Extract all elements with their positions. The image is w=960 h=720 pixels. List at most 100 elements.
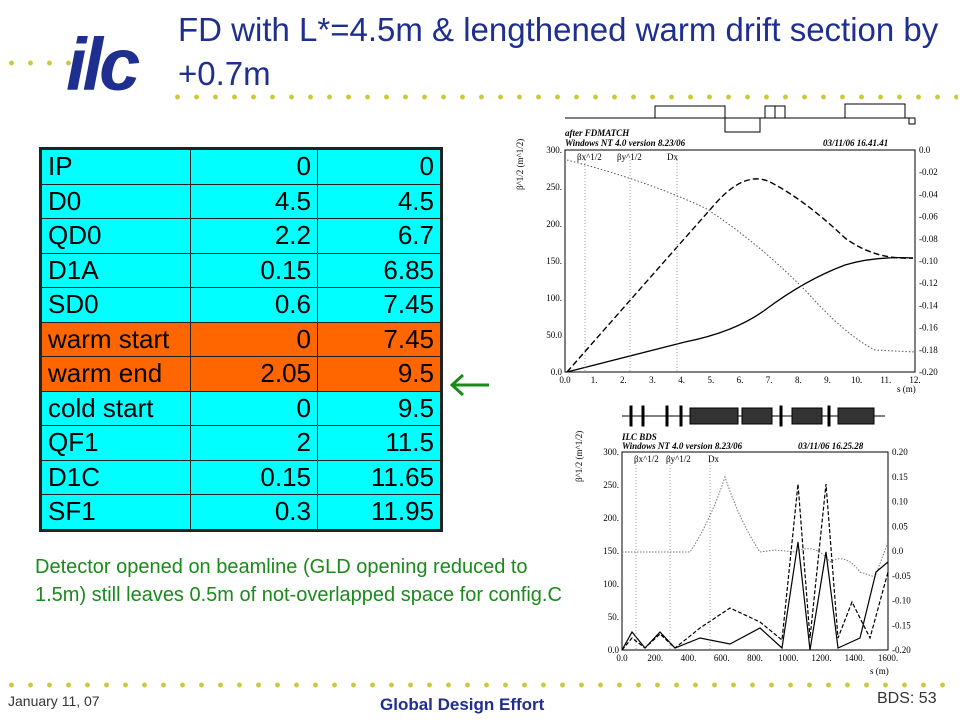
- plot_top-y2-tick: -0.08: [919, 234, 938, 244]
- length-cell: 0.15: [190, 252, 318, 288]
- top-plot-header-left: after FDMATCH: [565, 128, 630, 138]
- plot_top-y2-tick: -0.12: [919, 278, 938, 288]
- table-row: QF1 2 11.5: [40, 425, 442, 461]
- element-name-cell: QD0: [40, 218, 191, 254]
- element-name-cell: warm start: [40, 321, 191, 357]
- position-cell: 11.95: [317, 494, 442, 531]
- length-cell: 2: [190, 425, 318, 461]
- plot_top-y2-tick: -0.10: [919, 256, 938, 266]
- plot_bottom-y-tick: 150.: [603, 546, 619, 556]
- header-dots: [168, 94, 958, 100]
- plot_top-y2-tick: -0.04: [919, 189, 938, 199]
- plot_bottom-y2-tick: -0.05: [892, 571, 911, 581]
- plot_bottom-x-tick: 600.: [714, 653, 730, 663]
- length-cell: 0: [190, 321, 318, 357]
- plot_top-y2-tick: -0.14: [919, 300, 938, 310]
- footer-dots: [2, 682, 958, 688]
- top-plot-ylabel: β^1/2 (m^1/2): [515, 139, 525, 190]
- plot_bottom-y2-tick: 0.20: [892, 447, 908, 457]
- plot_bottom-y-tick: 250.: [603, 480, 619, 490]
- plot_bottom-x-tick: 800.: [747, 653, 763, 663]
- plot_top-x-tick: 11.: [880, 375, 891, 385]
- plot_top-y2-tick: -0.02: [919, 167, 938, 177]
- plot_top-y-tick: 300.: [546, 145, 562, 155]
- element-name-cell: QF1: [40, 425, 191, 461]
- plot_bottom-x-tick: 1600.: [878, 653, 898, 663]
- position-cell: 9.5: [317, 390, 442, 426]
- bottom-plot-header-right: 03/11/06 16.25.28: [798, 441, 864, 451]
- footer-organization: Global Design Effort: [380, 695, 545, 714]
- plot_bottom-y2-tick: -0.15: [892, 620, 911, 630]
- length-cell: 0.3: [190, 494, 318, 531]
- position-cell: 0: [317, 148, 442, 185]
- length-cell: 0.6: [190, 287, 318, 323]
- plot_bottom-x-tick: 200.: [647, 653, 663, 663]
- bottom-optics-plot: ILC BDS Windows NT 4.0 version 8.23/06 0…: [574, 405, 911, 676]
- bottom-legend-0: βx^1/2: [634, 454, 659, 464]
- plot_bottom-y-tick: 100.: [603, 579, 619, 589]
- plot_top-x-tick: 7.: [766, 375, 773, 385]
- table-row: warm end 2.05 9.5: [40, 356, 442, 392]
- element-name-cell: D0: [40, 183, 191, 219]
- table-row: D1A 0.15 6.85: [40, 252, 442, 288]
- plot_bottom-y-tick: 50.: [608, 612, 619, 622]
- position-cell: 11.65: [317, 459, 442, 495]
- element-name-cell: cold start: [40, 390, 191, 426]
- position-cell: 11.5: [317, 425, 442, 461]
- plot_top-x-tick: 9.: [824, 375, 831, 385]
- plot_bottom-y2-tick: -0.10: [892, 596, 911, 606]
- position-cell: 9.5: [317, 356, 442, 392]
- plot_bottom-y2-tick: 0.0: [892, 546, 904, 556]
- top-dotted-curve: [566, 159, 916, 353]
- element-name-cell: IP: [40, 148, 191, 185]
- bottom-dotted-curve: [622, 475, 889, 578]
- element-name-cell: warm end: [40, 356, 191, 392]
- plot_top-y2-tick: -0.16: [919, 323, 938, 333]
- plot_top-y2-tick: -0.06: [919, 212, 938, 222]
- bottom-plot-header-sub: Windows NT 4.0 version 8.23/06: [622, 441, 743, 451]
- plot_top-x-tick: 10.: [851, 375, 862, 385]
- element-name-cell: SD0: [40, 287, 191, 323]
- plot_bottom-x-tick: 400.: [681, 653, 697, 663]
- plot_bottom-y2-tick: -0.20: [892, 645, 911, 655]
- plot_bottom-x-tick: 1400.: [845, 653, 865, 663]
- top-plot-header-right: 03/11/06 16.41.41: [823, 138, 888, 148]
- position-cell: 6.7: [317, 218, 442, 254]
- plot_top-y-tick: 250.: [546, 182, 562, 192]
- bottom-dashed-curve: [621, 483, 889, 651]
- top-plot-xlabel: s (m): [897, 384, 916, 394]
- footer-date: January 11, 07: [8, 693, 100, 709]
- table-row: SF1 0.3 11.95: [40, 494, 442, 531]
- plot_bottom-y2-tick: 0.15: [892, 472, 908, 482]
- length-cell: 2.2: [190, 218, 318, 254]
- length-cell: 2.05: [190, 356, 318, 392]
- top-legend-2: Dx: [667, 152, 678, 162]
- bottom-plot-frame: [621, 451, 889, 651]
- top-solid-curve: [566, 257, 914, 373]
- position-cell: 7.45: [317, 321, 442, 357]
- top-plot-header-sub: Windows NT 4.0 version 8.23/06: [565, 138, 686, 148]
- slide-title: FD with L*=4.5m & lengthened warm drift …: [178, 11, 939, 92]
- top-legend-1: βy^1/2: [617, 152, 642, 162]
- left-arrow-icon: [449, 373, 489, 397]
- table-row: D1C 0.15 11.65: [40, 459, 442, 495]
- top-plot-frame: [564, 149, 916, 373]
- length-cell: 0.15: [190, 459, 318, 495]
- plot_top-y-tick: 150.: [546, 256, 562, 266]
- plot_top-y-tick: 0.0: [551, 367, 563, 377]
- top-optics-plot: after FDMATCH Windows NT 4.0 version 8.2…: [515, 103, 938, 394]
- plot_top-y2-tick: 0.0: [919, 145, 931, 155]
- bottom-legend-1: βy^1/2: [666, 454, 691, 464]
- plot_bottom-x-tick: 1200.: [811, 653, 831, 663]
- plot_bottom-y-tick: 300.: [603, 447, 619, 457]
- bottom-legend-2: Dx: [708, 454, 719, 464]
- length-cell: 0: [190, 148, 318, 185]
- table-row: QD0 2.2 6.7: [40, 218, 442, 254]
- top-lattice-band: [565, 103, 916, 133]
- footer-page-number: BDS: 53: [877, 690, 937, 707]
- plot_top-x-tick: 1.: [591, 375, 598, 385]
- table-row: SD0 0.6 7.45: [40, 287, 442, 323]
- element-name-cell: D1A: [40, 252, 191, 288]
- position-cell: 7.45: [317, 287, 442, 323]
- header-dots-left: [2, 60, 72, 66]
